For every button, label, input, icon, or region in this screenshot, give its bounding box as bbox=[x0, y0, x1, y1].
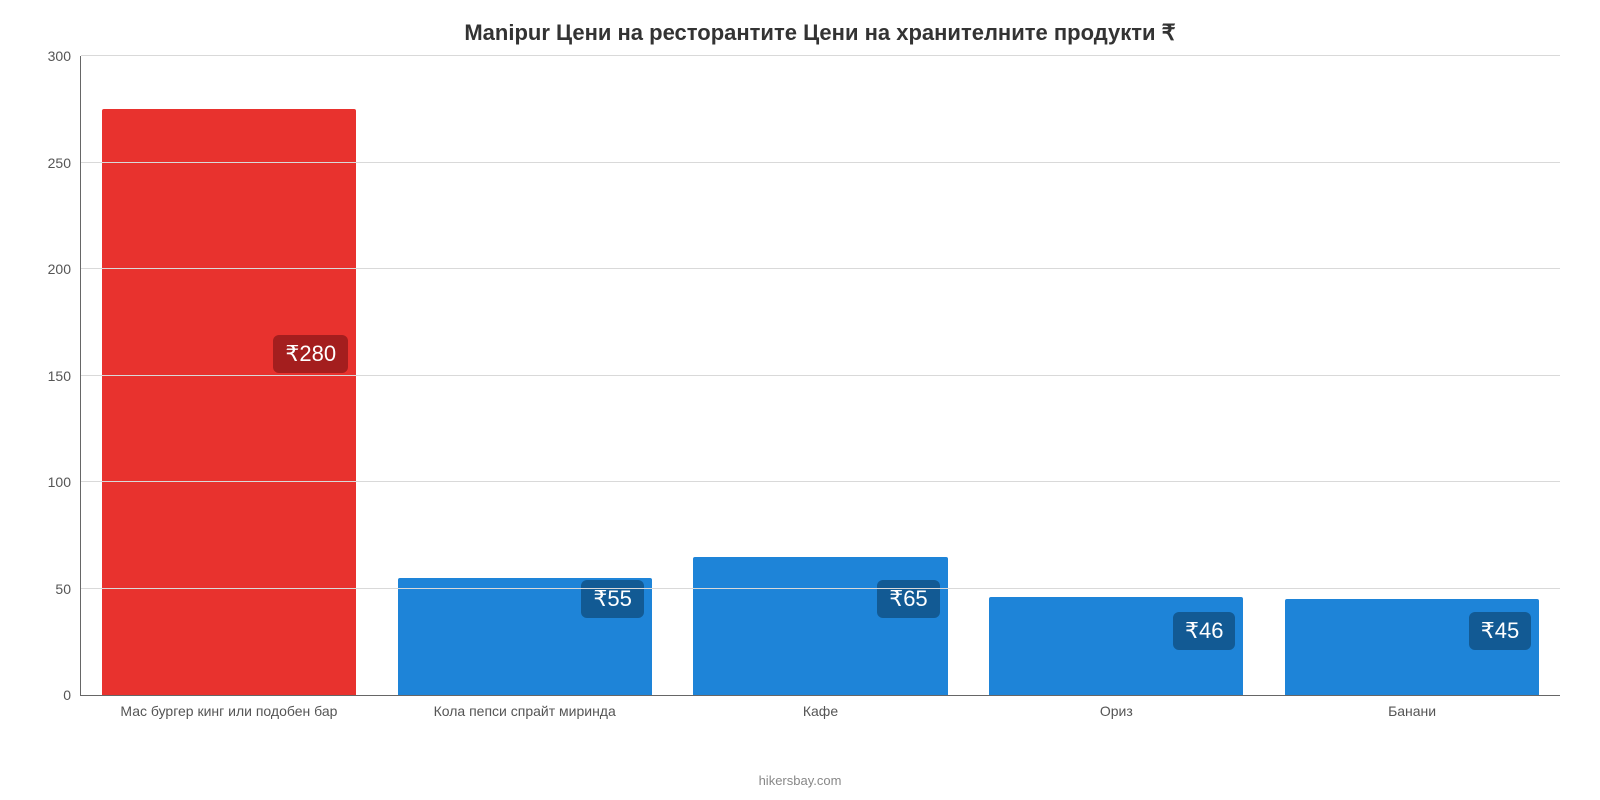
bar-value-label: ₹46 bbox=[1173, 612, 1235, 650]
y-tick-label: 150 bbox=[48, 368, 81, 384]
bar: ₹280 bbox=[102, 109, 356, 695]
bar-slot: ₹45 bbox=[1264, 56, 1560, 695]
gridline bbox=[81, 162, 1560, 163]
bar-slot: ₹65 bbox=[673, 56, 969, 695]
footer-caption: hikersbay.com bbox=[0, 773, 1600, 788]
x-tick-label: Ориз bbox=[968, 703, 1264, 719]
chart-container: Manipur Цени на ресторантите Цени на хра… bbox=[0, 0, 1600, 800]
bars-row: ₹280 ₹55 ₹65 ₹46 ₹45 bbox=[81, 56, 1560, 695]
bar-value-label: ₹45 bbox=[1469, 612, 1531, 650]
y-tick-label: 50 bbox=[55, 581, 81, 597]
gridline bbox=[81, 375, 1560, 376]
gridline bbox=[81, 588, 1560, 589]
bar-slot: ₹55 bbox=[377, 56, 673, 695]
x-tick-label: Банани bbox=[1264, 703, 1560, 719]
gridline bbox=[81, 481, 1560, 482]
x-tick-label: Кафе bbox=[673, 703, 969, 719]
bar-slot: ₹46 bbox=[968, 56, 1264, 695]
y-tick-label: 0 bbox=[63, 687, 81, 703]
gridline bbox=[81, 268, 1560, 269]
y-tick-label: 100 bbox=[48, 474, 81, 490]
bar-slot: ₹280 bbox=[81, 56, 377, 695]
chart-title: Manipur Цени на ресторантите Цени на хра… bbox=[80, 20, 1560, 46]
y-tick-label: 300 bbox=[48, 48, 81, 64]
bar: ₹55 bbox=[398, 578, 652, 695]
gridline bbox=[81, 55, 1560, 56]
y-tick-label: 200 bbox=[48, 261, 81, 277]
x-tick-label: Кола пепси спрайт миринда bbox=[377, 703, 673, 719]
x-axis-labels: Мас бургер кинг или подобен барКола пепс… bbox=[81, 695, 1560, 719]
bar: ₹65 bbox=[693, 557, 947, 695]
x-tick-label: Мас бургер кинг или подобен бар bbox=[81, 703, 377, 719]
bar-value-label: ₹55 bbox=[581, 580, 643, 618]
plot-area: ₹280₹55₹65₹46₹45 Мас бургер кинг или под… bbox=[80, 56, 1560, 696]
bar: ₹45 bbox=[1285, 599, 1539, 695]
bar: ₹46 bbox=[989, 597, 1243, 695]
bar-value-label: ₹65 bbox=[877, 580, 939, 618]
bar-value-label: ₹280 bbox=[273, 335, 348, 373]
y-tick-label: 250 bbox=[48, 155, 81, 171]
